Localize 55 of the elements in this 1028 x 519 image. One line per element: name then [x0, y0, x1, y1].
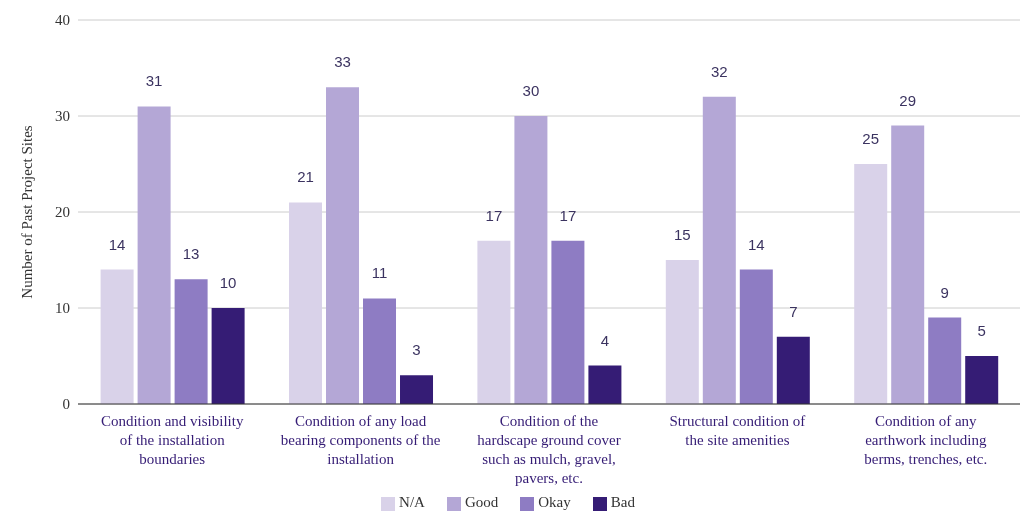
data-label: 30	[522, 82, 540, 99]
bar	[702, 96, 736, 404]
data-label: 5	[977, 322, 986, 339]
bar	[551, 240, 585, 404]
x-tick-label: Condition of the hardscape ground cover such as mulch, gravel, pavers, etc.	[477, 413, 621, 486]
y-tick-label: 40	[55, 12, 70, 29]
data-label: 33	[334, 53, 351, 71]
y-tick-label: 20	[55, 204, 70, 221]
y-tick-label: 10	[55, 300, 70, 317]
legend-label: Okay	[538, 494, 571, 510]
bar	[363, 298, 397, 404]
data-label: 25	[862, 130, 880, 147]
data-label: 21	[297, 168, 314, 186]
bar	[928, 317, 962, 404]
legend-label: Bad	[610, 494, 635, 510]
bar	[326, 87, 360, 404]
bar	[174, 279, 208, 404]
bar	[965, 356, 999, 404]
data-label: 7	[789, 302, 798, 320]
bar	[854, 164, 888, 404]
x-tick-label: Condition of any load bearing components of the installation	[280, 413, 441, 467]
data-label: 32	[710, 62, 728, 80]
bar	[477, 240, 511, 404]
bar	[739, 269, 773, 404]
data-label: 4	[600, 331, 610, 349]
bar	[588, 365, 622, 404]
data-label: 14	[747, 235, 765, 253]
data-label: 15	[673, 226, 691, 243]
data-label: 10	[219, 274, 237, 291]
data-label: 29	[899, 91, 917, 109]
y-axis-title: Number of Past Project Sites	[19, 125, 36, 299]
data-label: 17	[485, 206, 503, 224]
legend-label: N/A	[399, 494, 425, 510]
bar	[400, 375, 434, 404]
bar	[891, 125, 925, 404]
data-label: 17	[559, 206, 577, 224]
bar	[665, 260, 699, 404]
data-label: 14	[108, 235, 126, 253]
x-tick-label: Condition of any earthwork including berms, trenches, etc.	[864, 413, 988, 467]
y-tick-label: 30	[55, 108, 70, 125]
x-tick-label: Condition and visibility of the installation boundaries	[100, 413, 244, 467]
legend-label: Good	[464, 494, 499, 510]
bar	[137, 106, 171, 404]
data-label: 31	[145, 72, 163, 90]
bar	[289, 202, 323, 404]
bar	[211, 308, 245, 404]
data-label: 13	[182, 245, 200, 263]
data-label: 3	[412, 341, 421, 359]
bar	[100, 269, 134, 404]
x-tick-label: Structural condition of the site amenities	[669, 413, 806, 448]
bar	[514, 116, 548, 404]
data-label: 11	[371, 264, 388, 282]
bar	[776, 336, 810, 404]
data-label: 9	[940, 283, 949, 301]
y-tick-label: 0	[62, 396, 70, 413]
